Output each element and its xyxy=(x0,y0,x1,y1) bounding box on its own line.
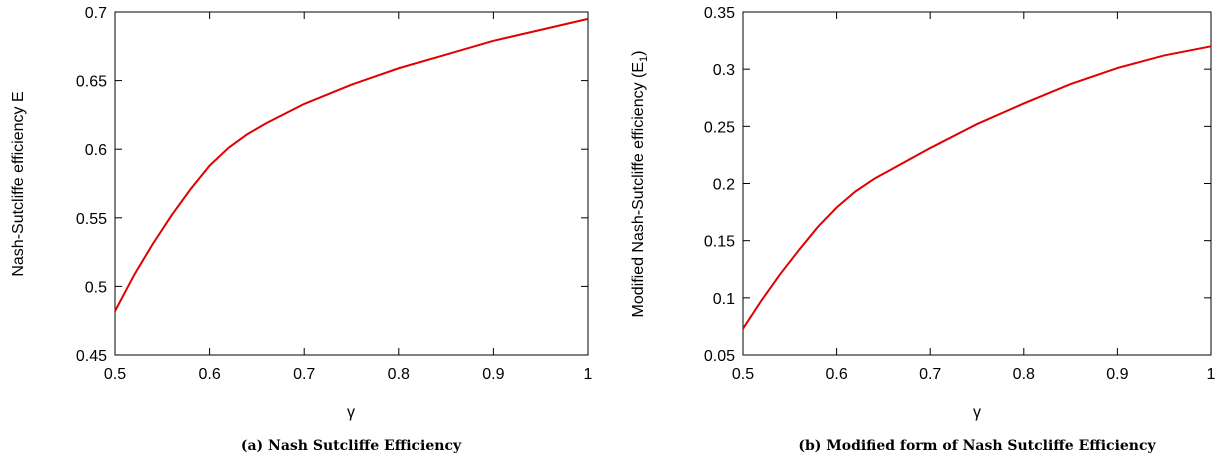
series-line xyxy=(742,45,1212,330)
series-line xyxy=(114,17,589,312)
y-axis-label-suffix: ) xyxy=(630,51,647,56)
y-tick-label: 0.55 xyxy=(76,211,107,228)
chart-panel-b: 0.5 0.6 0.7 0.8 0.9 1 0.050.10.150.20.250.30.… xyxy=(630,5,1216,454)
y-tick-label: 0.45 xyxy=(76,348,107,365)
x-tick-label: 0.6 xyxy=(198,366,220,383)
y-tick-label: 0.6 xyxy=(85,142,107,159)
x-tick-label: 0.5 xyxy=(732,366,754,383)
y-tick-label: 0.35 xyxy=(704,5,735,22)
y-tick-labels: 0.05 0.1 0.15 0.2 0.25 0.3 0.35 xyxy=(704,5,735,365)
y-tick-label: 0.05 xyxy=(704,348,735,365)
caption-b: (b) Modified form of Nash Sutcliffe Effi… xyxy=(798,438,1156,454)
y-tick-label: 0.25 xyxy=(704,119,735,136)
y-tick-label: 0.15 xyxy=(704,234,735,251)
x-tick-labels: 0.5 0.6 0.7 0.8 0.9 1 xyxy=(104,366,593,383)
y-axis-label-subscript: 1 xyxy=(638,56,650,62)
plot-frame xyxy=(114,11,589,356)
x-tick-label: 0.5 xyxy=(104,366,126,383)
y-axis-label: Modified Nash-Sutcliffe efficiency (E1) xyxy=(630,51,650,318)
x-tick-label: 0.9 xyxy=(482,366,504,383)
x-tick-label: 0.7 xyxy=(919,366,941,383)
x-axis-label: γ xyxy=(347,404,355,421)
x-tick-label: 0.8 xyxy=(388,366,410,383)
x-tick-label: 0.9 xyxy=(1106,366,1128,383)
series-group xyxy=(742,45,1212,330)
y-tick-label: 0.2 xyxy=(713,177,735,194)
x-tick-label: 1 xyxy=(1207,366,1216,383)
y-tick-label: 0.3 xyxy=(713,62,735,79)
x-tick-label: 0.7 xyxy=(293,366,315,383)
plot-frame xyxy=(742,11,1212,356)
x-tick-labels: 0.5 0.6 0.7 0.8 0.9 1 xyxy=(732,366,1216,383)
y-tick-labels: 0.45 0.5 0.55 0.6 0.65 0.7 xyxy=(76,5,107,365)
y-tick-label: 0.5 xyxy=(85,279,107,296)
y-tick-label: 0.7 xyxy=(85,5,107,22)
x-tick-label: 0.6 xyxy=(825,366,847,383)
series-group xyxy=(114,17,589,312)
x-axis-label: γ xyxy=(973,404,981,421)
caption-a: (a) Nash Sutcliffe Efficiency xyxy=(241,438,462,454)
y-axis-label-text: Modified Nash-Sutcliffe efficiency (E xyxy=(630,62,647,318)
y-tick-label: 0.65 xyxy=(76,74,107,91)
y-axis-label: Nash-Sutcliffe efficiency E xyxy=(10,91,27,276)
y-tick-label: 0.1 xyxy=(713,291,735,308)
tick-marks xyxy=(742,11,1212,356)
chart-panel-a: 0.5 0.6 0.7 0.8 0.9 1 0.450.50.550.60.650.7 γ… xyxy=(10,5,593,454)
x-tick-label: 0.8 xyxy=(1013,366,1035,383)
x-tick-label: 1 xyxy=(584,366,593,383)
y-axis-label-text: Nash-Sutcliffe efficiency E xyxy=(10,91,27,276)
tick-marks xyxy=(114,11,589,356)
